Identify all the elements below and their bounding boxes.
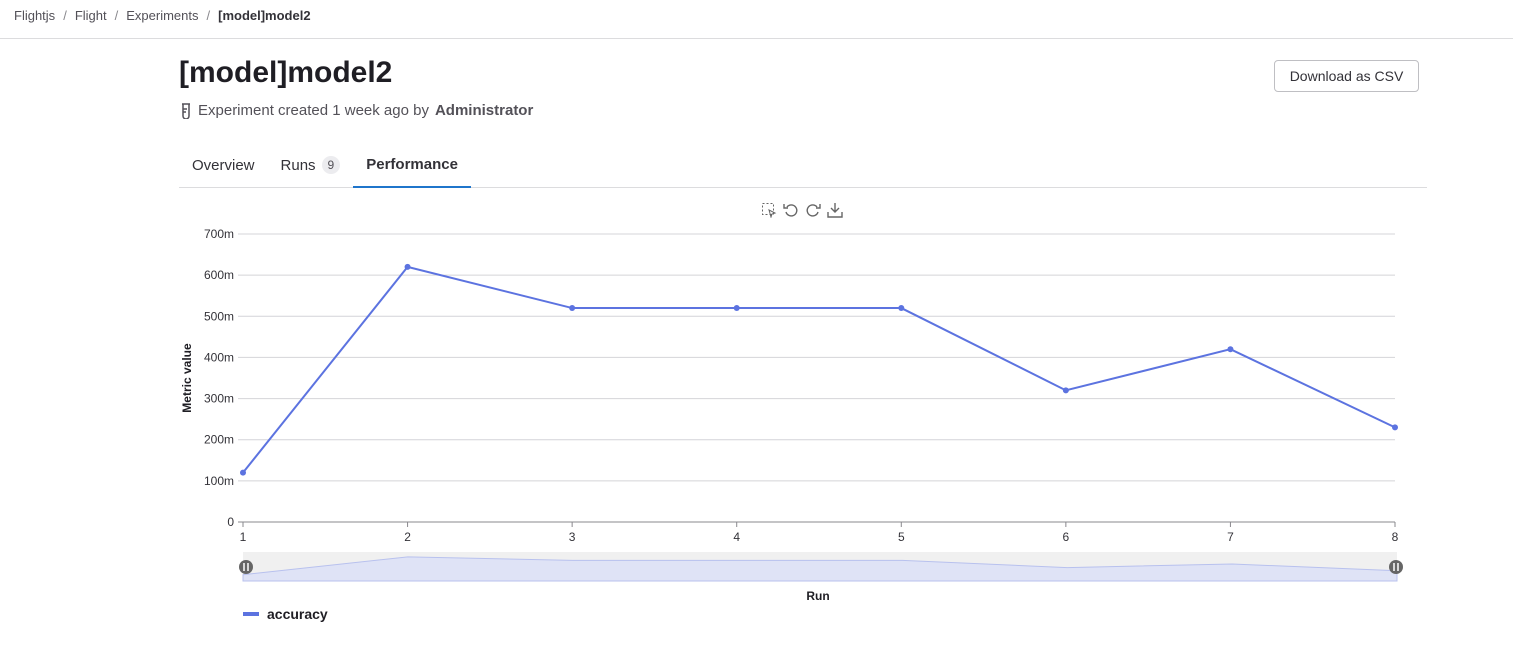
tab-label: Overview (192, 156, 255, 174)
y-tick-label: 200m (204, 433, 234, 447)
subtitle: Experiment created 1 week ago by Adminis… (180, 102, 533, 119)
breadcrumb-current[interactable]: [model]model2 (218, 8, 311, 23)
tab-performance[interactable]: Performance (353, 142, 471, 188)
y-tick-label: 700m (204, 227, 234, 241)
chart-toolbar (761, 202, 843, 218)
tab-label: Performance (366, 155, 458, 173)
y-tick-label: 400m (204, 350, 234, 364)
legend-swatch[interactable] (243, 612, 259, 616)
slider-preview-area (242, 556, 1398, 582)
series-line-accuracy (242, 265, 1396, 474)
breadcrumb-item[interactable]: Flight (74, 8, 107, 23)
data-point[interactable] (240, 469, 246, 476)
y-tick-label: 300m (204, 392, 234, 406)
x-tick-label: 2 (404, 530, 411, 544)
y-tick-label: 600m (204, 268, 234, 282)
download-csv-button[interactable]: Download as CSV (1274, 60, 1419, 92)
download-icon[interactable] (827, 202, 843, 218)
y-tick-label: 0 (227, 515, 234, 529)
x-axis-label: Run (806, 589, 829, 603)
x-tick-label: 5 (898, 530, 905, 544)
x-tick-label: 7 (1227, 530, 1234, 544)
divider (0, 38, 1513, 39)
x-tick-label: 6 (1063, 530, 1070, 544)
data-point[interactable] (898, 305, 905, 312)
flask-icon (182, 102, 190, 119)
x-tick-label: 1 (240, 530, 247, 544)
legend-label[interactable]: accuracy (267, 606, 328, 622)
author-link[interactable]: Administrator (434, 102, 534, 119)
breadcrumb-item[interactable]: Experiments (126, 8, 199, 23)
slider-handle[interactable] (239, 560, 253, 574)
data-point[interactable] (569, 305, 576, 312)
y-tick-label: 500m (204, 309, 234, 323)
subtitle-text: Experiment created 1 week ago by (198, 102, 429, 119)
tab-overview[interactable]: Overview (179, 142, 268, 188)
y-axis-label: Metric value (180, 343, 194, 413)
data-point[interactable] (404, 263, 411, 270)
tabs: Overview Runs 9 Performance (179, 142, 1427, 188)
redo-icon[interactable] (805, 202, 821, 218)
y-tick-label: 100m (204, 474, 234, 488)
breadcrumb-item[interactable]: Flightjs (14, 8, 56, 23)
data-point[interactable] (1062, 387, 1069, 394)
x-tick-label: 8 (1392, 530, 1399, 544)
slider-handle[interactable] (1389, 560, 1403, 574)
tab-label: Runs (280, 156, 316, 174)
runs-count-badge: 9 (321, 156, 341, 174)
x-tick-label: 3 (569, 530, 576, 544)
breadcrumb: Flightjs / Flight / Experiments / [model]mo… (14, 8, 311, 23)
undo-icon[interactable] (783, 202, 799, 218)
data-zoom-icon[interactable] (761, 202, 777, 218)
data-point[interactable] (733, 305, 740, 312)
data-point[interactable] (1227, 346, 1234, 353)
tab-runs[interactable]: Runs 9 (268, 142, 354, 188)
data-point[interactable] (1392, 424, 1398, 431)
page-title: [model]model2 (179, 56, 393, 89)
x-tick-label: 4 (733, 530, 740, 544)
